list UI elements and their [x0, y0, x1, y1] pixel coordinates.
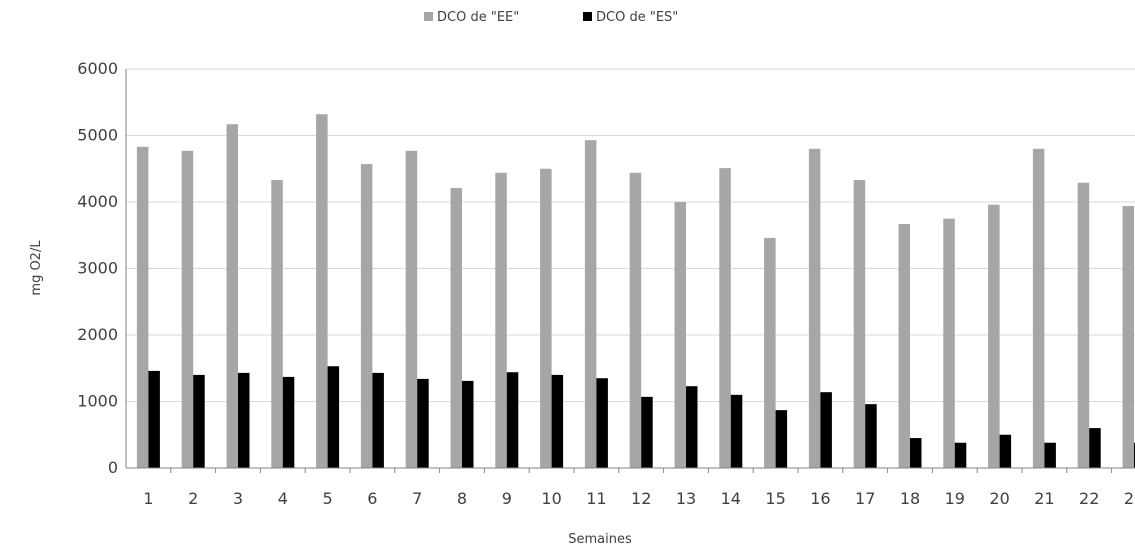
bar-ee-21	[1032, 148, 1045, 469]
bar-es-12	[641, 396, 653, 468]
bar-es-1	[148, 370, 160, 468]
x-tick-label: 20	[989, 489, 1009, 508]
bar-ee-8	[450, 188, 462, 468]
bar-ee-10	[540, 168, 552, 468]
bar-ee-14	[719, 168, 731, 468]
bar-ee-1	[136, 146, 149, 468]
bar-es-6	[372, 372, 384, 468]
bar-es-18	[910, 438, 922, 468]
y-axis-title: mg O2/L	[29, 240, 44, 296]
x-tick-label: 8	[457, 489, 467, 508]
legend-swatch-es	[583, 12, 592, 21]
x-tick-labels: 1234567891011121314151617181920212223	[143, 489, 1135, 508]
legend-label-ee: DCO de "EE"	[437, 10, 519, 25]
x-tick-label: 7	[412, 489, 422, 508]
x-tick-label: 5	[323, 489, 333, 508]
bar-es-21	[1044, 442, 1056, 468]
bar-ee-13	[674, 202, 686, 468]
bar-es-3	[238, 372, 250, 468]
bar-es-4	[282, 376, 295, 468]
y-tick-labels: 0 1000 2000 3000 4000 5000 6000	[77, 59, 118, 477]
bar-ee-15	[764, 237, 776, 468]
bar-es-14	[730, 394, 743, 468]
x-tick-label: 22	[1079, 489, 1099, 508]
axes	[125, 69, 1135, 469]
bar-es-15	[775, 410, 788, 468]
bar-ee-6	[360, 164, 373, 468]
bar-es-8	[462, 380, 474, 468]
x-tick-label: 16	[810, 489, 830, 508]
x-tick-label: 9	[502, 489, 512, 508]
y-tick-label: 5000	[77, 126, 118, 145]
bar-es-22	[1089, 428, 1101, 468]
x-tick-label: 13	[676, 489, 696, 508]
bar-ee-22	[1077, 182, 1090, 468]
bar-es-2	[193, 374, 205, 468]
bar-es-16	[820, 392, 832, 468]
bar-es-17	[865, 404, 877, 468]
bar-es-7	[417, 378, 429, 468]
bar-ee-4	[271, 180, 283, 468]
x-tick-label: 11	[586, 489, 606, 508]
x-tick-label: 15	[765, 489, 785, 508]
bar-es-10	[551, 374, 564, 468]
y-tick-label: 0	[108, 458, 118, 477]
legend-label-es: DCO de "ES"	[596, 10, 678, 25]
bar-es-11	[596, 378, 608, 468]
bar-ee-2	[181, 150, 194, 469]
bar-ee-9	[495, 172, 507, 469]
y-tick-label: 3000	[77, 259, 118, 278]
x-tick-label: 10	[541, 489, 561, 508]
y-tick-label: 6000	[77, 59, 118, 78]
x-tick-label: 19	[945, 489, 965, 508]
bar-ee-3	[226, 124, 238, 468]
x-tick-label: 6	[367, 489, 377, 508]
y-tick-label: 4000	[77, 192, 118, 211]
x-tick-label: 21	[1034, 489, 1054, 508]
x-tick-label: 3	[233, 489, 243, 508]
bar-es-19	[954, 442, 967, 468]
x-tick-label: 14	[721, 489, 741, 508]
x-tick-label: 2	[188, 489, 198, 508]
bar-ee-20	[988, 204, 1000, 468]
bar-es-13	[686, 386, 698, 468]
x-tick-label: 1	[143, 489, 153, 508]
x-tick-label: 12	[631, 489, 651, 508]
y-tick-label: 1000	[77, 392, 118, 411]
bar-es-20	[999, 434, 1012, 468]
y-tick-label: 2000	[77, 325, 118, 344]
bar-ee-23	[1122, 205, 1134, 469]
bars	[136, 114, 1135, 469]
bar-ee-17	[853, 180, 866, 468]
x-tick-label: 18	[900, 489, 920, 508]
bar-ee-7	[405, 150, 418, 469]
bar-es-9	[506, 372, 519, 468]
bar-ee-5	[316, 114, 328, 468]
bar-ee-16	[808, 148, 821, 469]
bar-ee-19	[943, 218, 955, 468]
x-axis-title: Semaines	[568, 532, 632, 547]
bar-ee-18	[898, 223, 910, 468]
bar-ee-12	[629, 172, 642, 469]
x-tick-label: 17	[855, 489, 875, 508]
legend: DCO de "EE" DCO de "ES"	[424, 10, 678, 25]
x-tick-label: 23	[1124, 489, 1135, 508]
bar-es-5	[327, 366, 340, 468]
legend-swatch-ee	[424, 12, 433, 21]
x-tick-label: 4	[278, 489, 288, 508]
bar-ee-11	[584, 140, 597, 468]
